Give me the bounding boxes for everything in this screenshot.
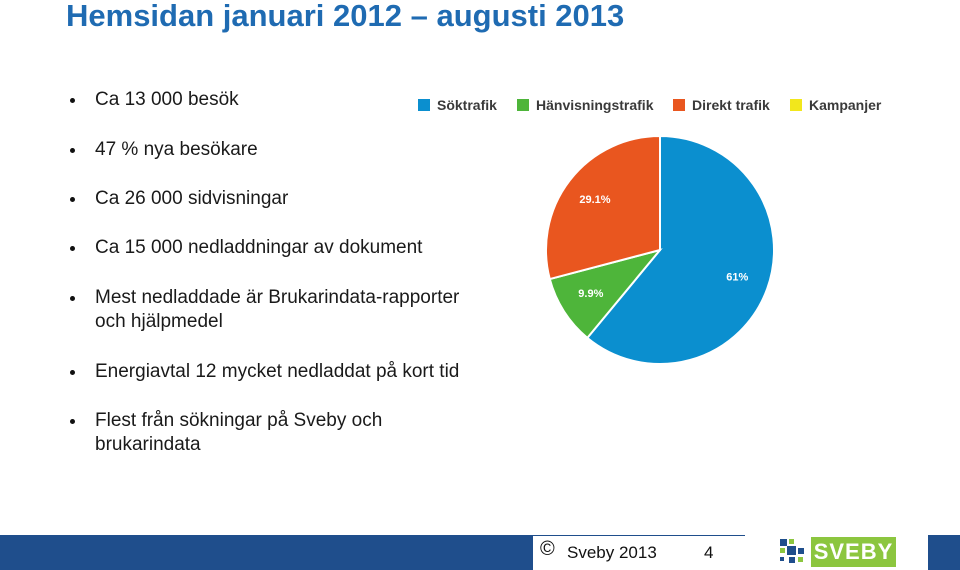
footer-bar-right	[928, 535, 960, 570]
bullet-text: 47 % nya besökare	[95, 139, 258, 160]
logo-squares-icon	[780, 539, 804, 563]
slide-title: Hemsidan januari 2012 – augusti 2013	[66, 0, 625, 33]
legend-item: Söktrafik	[418, 97, 497, 113]
legend-item: Hänvisningstrafik	[517, 97, 653, 113]
bullet-text-continued: och hjälpmedel	[95, 311, 223, 332]
bullet-text: Flest från sökningar på Sveby och	[95, 410, 383, 431]
bullet-text-continued: brukarindata	[95, 434, 201, 455]
bullet-item: Ca 15 000 nedladdningar av dokument	[70, 236, 510, 260]
legend-swatch	[673, 99, 685, 111]
bullet-text: Mest nedladdade är Brukarindata-rapporte…	[95, 287, 460, 308]
bullet-icon	[70, 370, 75, 375]
pie-slice-söktrafik	[585, 134, 775, 365]
legend-label: Direkt trafik	[692, 97, 770, 113]
legend-swatch	[517, 99, 529, 111]
bullet-icon	[70, 419, 75, 424]
footer-company: Sveby 2013	[567, 543, 657, 562]
legend-label: Söktrafik	[437, 97, 497, 113]
bullet-text: Energiavtal 12 mycket nedladdat på kort …	[95, 361, 460, 382]
legend-swatch	[790, 99, 802, 111]
pie-data-label: 61%	[726, 272, 748, 284]
logo-wordmark: SVEBY	[811, 537, 896, 567]
pie-slice-direkt-trafik	[545, 134, 661, 281]
pie-data-label: 9.9%	[578, 288, 603, 300]
bullet-item: Mest nedladdade är Brukarindata-rapporte…	[70, 286, 510, 334]
page-number: 4	[704, 543, 714, 562]
bullet-item: Flest från sökningar på Sveby och brukar…	[70, 409, 510, 457]
bullet-item: Ca 26 000 sidvisningar	[70, 187, 510, 211]
bullet-icon	[70, 148, 75, 153]
footer: © Sveby 2013 4 SVEBY	[0, 535, 960, 570]
legend-label: Kampanjer	[809, 97, 882, 113]
bullet-text: Ca 13 000 besök	[95, 89, 239, 110]
legend-label: Hänvisningstrafik	[536, 97, 654, 113]
bullet-item: Energiavtal 12 mycket nedladdat på kort …	[70, 360, 510, 384]
bullet-item: Ca 13 000 besök	[70, 88, 510, 112]
sveby-logo: SVEBY	[778, 537, 896, 567]
bullet-item: 47 % nya besökare	[70, 138, 510, 162]
bullet-icon	[70, 98, 75, 103]
bullet-text: Ca 15 000 nedladdningar av dokument	[95, 237, 423, 258]
footer-info-box	[533, 536, 745, 570]
copyright-icon: ©	[540, 538, 555, 560]
bullet-icon	[70, 296, 75, 301]
legend-item: Direkt trafik	[673, 97, 770, 113]
pie-data-label: 29.1%	[579, 194, 610, 206]
legend-swatch	[418, 99, 430, 111]
bullet-icon	[70, 246, 75, 251]
bullet-text: Ca 26 000 sidvisningar	[95, 188, 289, 209]
pie-chart: 61% 9.9% 29.1%	[545, 134, 775, 365]
bullet-icon	[70, 197, 75, 202]
legend-item: Kampanjer	[790, 97, 881, 113]
